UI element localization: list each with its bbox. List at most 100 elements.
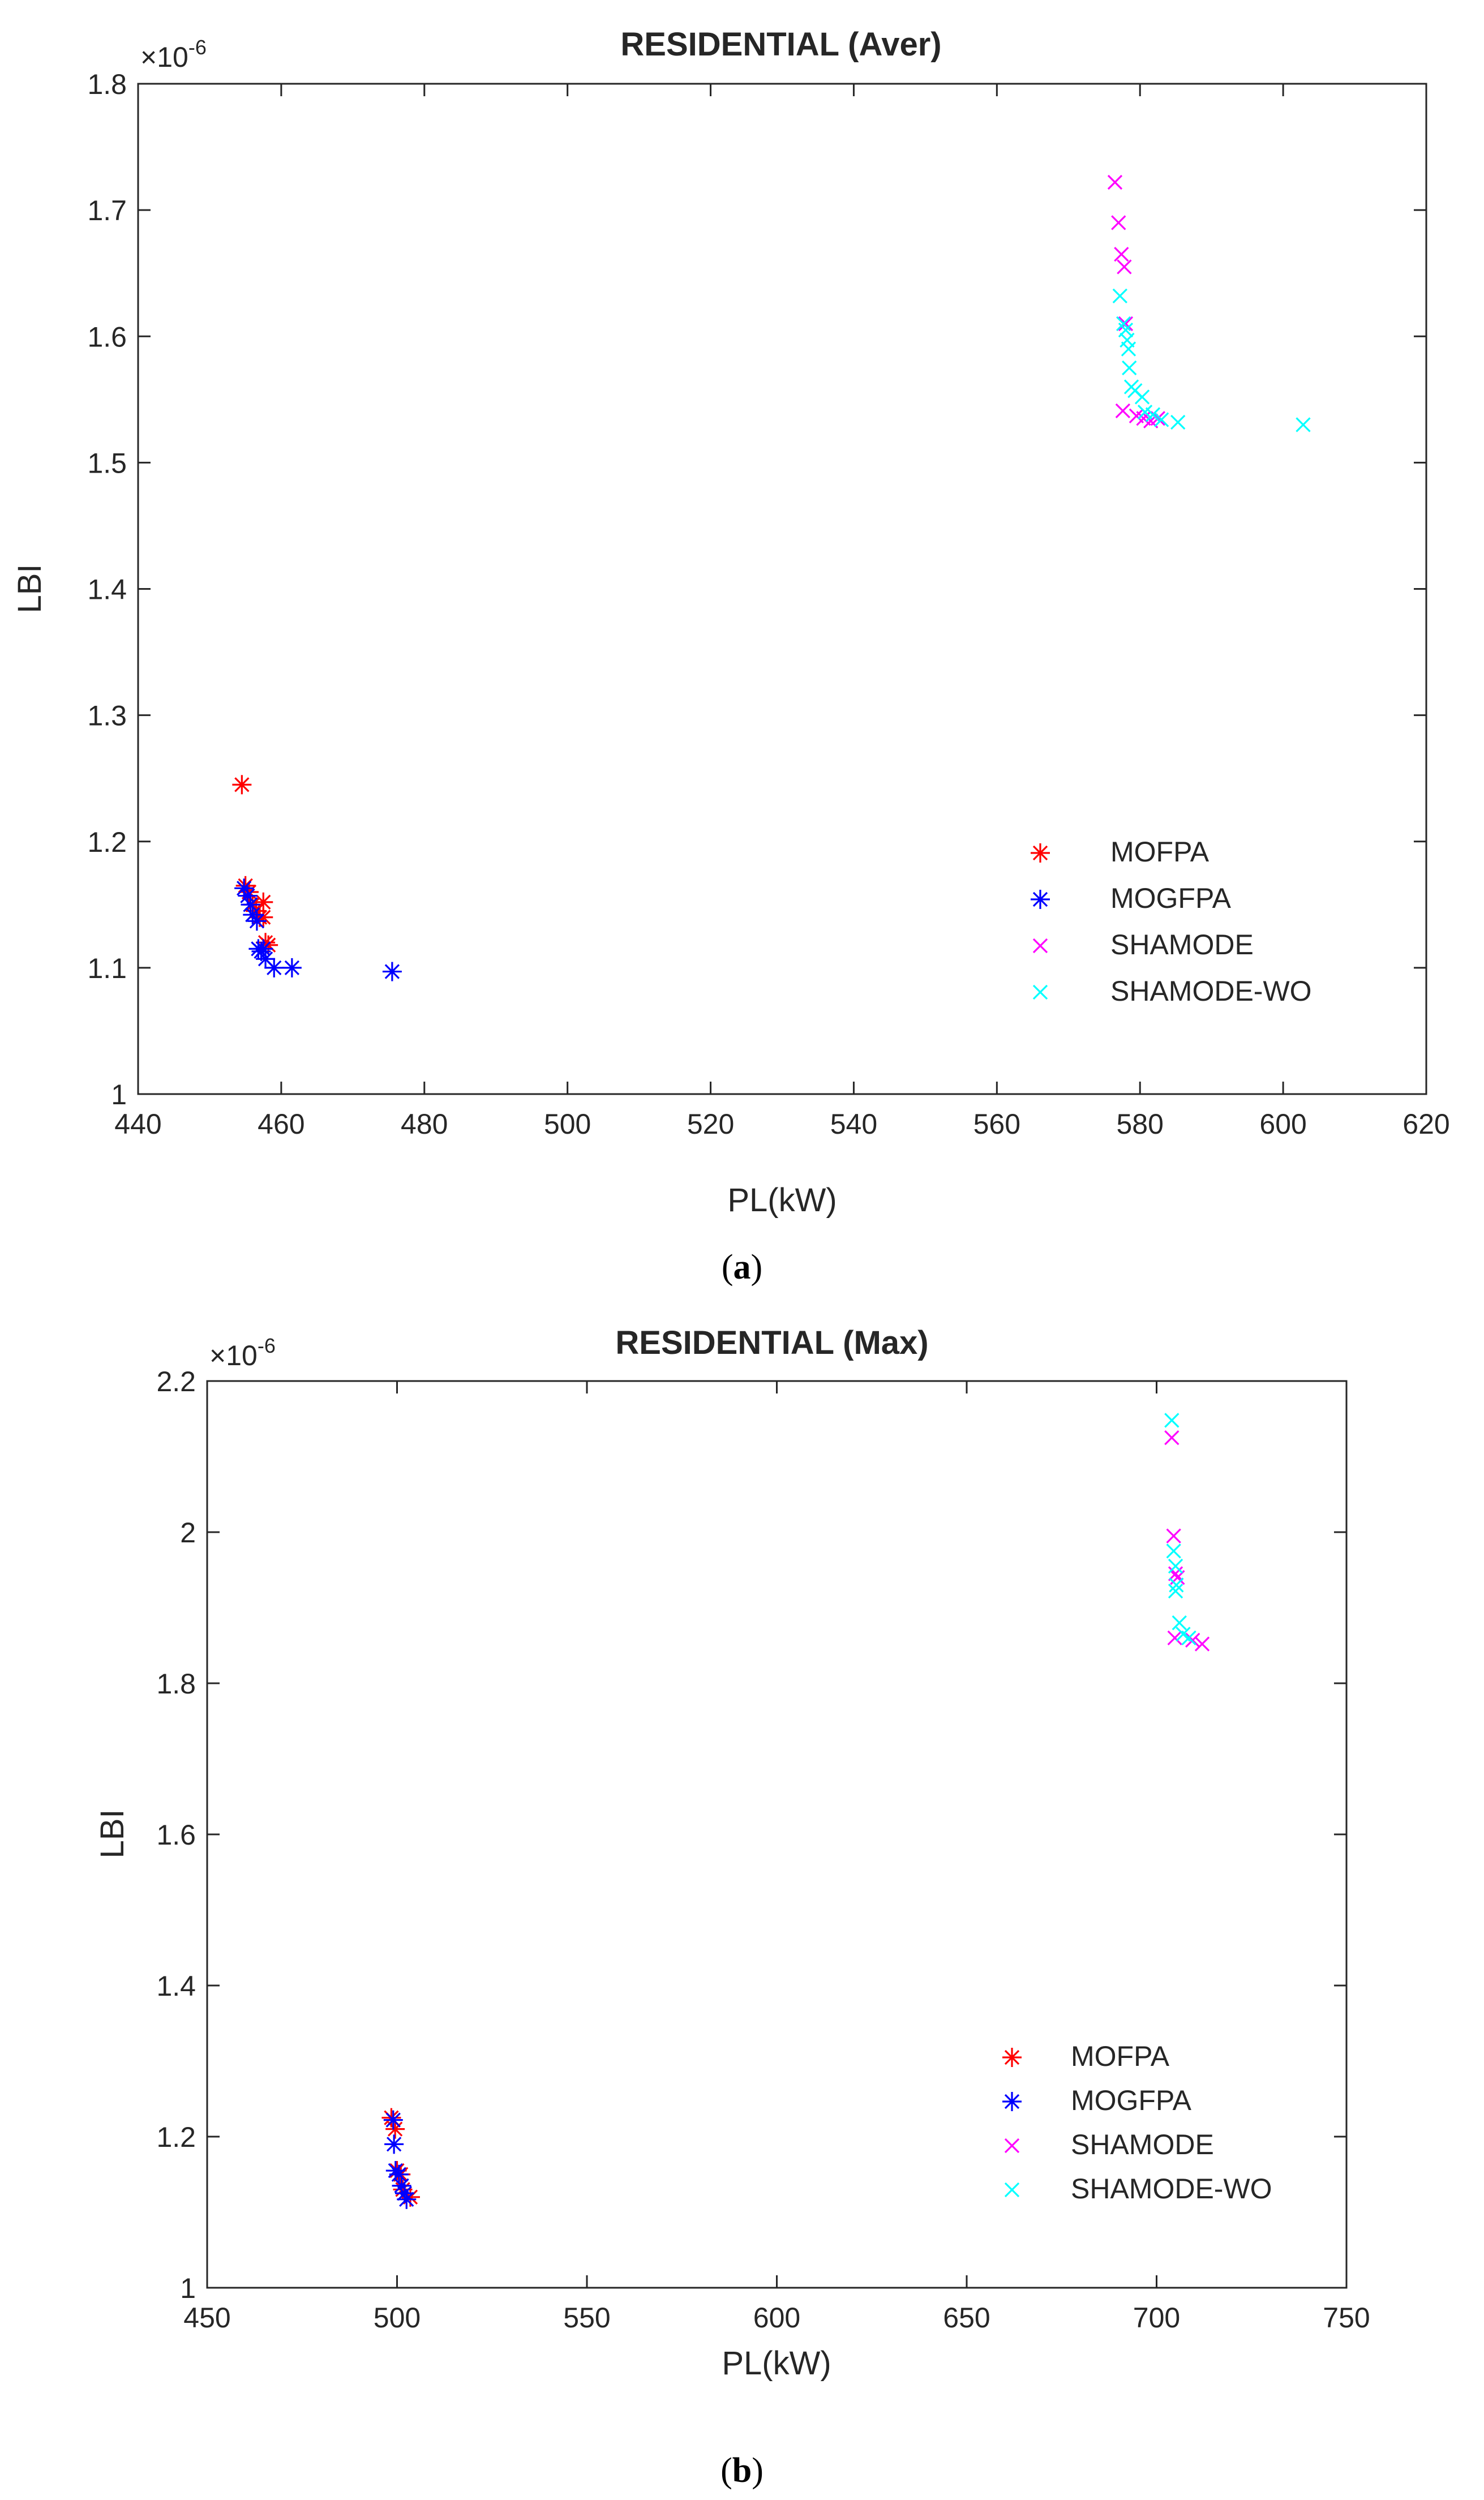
point-mogfpa bbox=[383, 2110, 403, 2130]
x-tick-label: 500 bbox=[374, 2302, 421, 2334]
x-axis-ticks: 450 500 550 600 650 700 750 bbox=[183, 1381, 1370, 2334]
panel-b: RESIDENTIAL (Max) ×10-6 1 1.2 1.4 1.6 1.8 2 2.… bbox=[94, 1324, 1370, 2490]
x-tick-label: 460 bbox=[258, 1108, 304, 1140]
point-mogfpa bbox=[384, 2134, 404, 2154]
point-shamode-wo bbox=[1145, 407, 1161, 422]
point-shamode bbox=[1114, 247, 1129, 262]
point-shamode-wo bbox=[1168, 1583, 1183, 1599]
y-tick-label: 1.8 bbox=[156, 1668, 196, 1700]
point-shamode bbox=[1107, 174, 1123, 190]
y-tick-label: 1.2 bbox=[87, 826, 127, 858]
legend-label-shamode: SHAMODE bbox=[1071, 2129, 1214, 2160]
y-axis-label: LBI bbox=[94, 1809, 131, 1858]
legend: MOFPA MOGFPA SHAMODE SHAMODE-WO bbox=[1002, 2040, 1272, 2205]
legend-label-mogfpa: MOGFPA bbox=[1110, 882, 1232, 914]
x-axis-ticks: 440 460 480 500 520 540 560 580 600 620 bbox=[114, 84, 1450, 1140]
point-shamode bbox=[1168, 1566, 1183, 1581]
point-shamode bbox=[1194, 1636, 1210, 1652]
x-tick-label: 620 bbox=[1402, 1108, 1449, 1140]
legend-label-mofpa: MOFPA bbox=[1110, 836, 1209, 868]
legend-marker-mogfpa bbox=[1031, 890, 1050, 909]
point-shamode-wo bbox=[1137, 404, 1153, 420]
legend: MOFPA MOGFPA SHAMODE SHAMODE-WO bbox=[1031, 836, 1312, 1007]
point-shamode bbox=[1185, 1632, 1200, 1648]
data-points bbox=[381, 1413, 1210, 2209]
x-tick-label: 550 bbox=[563, 2302, 610, 2334]
point-shamode-wo bbox=[1112, 288, 1127, 304]
legend-label-shamode: SHAMODE bbox=[1110, 929, 1254, 960]
point-mogfpa bbox=[234, 878, 254, 898]
point-mogfpa bbox=[282, 958, 302, 977]
point-shamode-wo bbox=[1181, 1630, 1196, 1646]
y-tick-label: 1.8 bbox=[87, 68, 127, 100]
x-tick-label: 600 bbox=[1259, 1108, 1306, 1140]
x-tick-label: 700 bbox=[1133, 2302, 1180, 2334]
legend-marker-mogfpa bbox=[1002, 2092, 1022, 2111]
chart-title: RESIDENTIAL (Max) bbox=[615, 1324, 928, 1361]
y-tick-label: 1 bbox=[180, 2272, 196, 2304]
point-shamode bbox=[1117, 259, 1132, 275]
x-tick-label: 480 bbox=[401, 1108, 448, 1140]
y-tick-label: 1.1 bbox=[87, 953, 127, 984]
point-mofpa bbox=[232, 775, 252, 795]
point-shamode bbox=[1111, 215, 1126, 230]
point-mogfpa bbox=[264, 958, 284, 977]
legend-marker-shamode bbox=[1032, 938, 1048, 954]
legend-marker-shamode-wo bbox=[1032, 984, 1048, 1000]
point-shamode-wo bbox=[1164, 1413, 1180, 1428]
legend-label-shamode-wo: SHAMODE-WO bbox=[1110, 975, 1312, 1007]
point-mogfpa bbox=[247, 911, 267, 931]
legend-label-mofpa: MOFPA bbox=[1071, 2040, 1170, 2072]
y-tick-label: 1 bbox=[111, 1079, 127, 1110]
x-tick-label: 750 bbox=[1323, 2302, 1370, 2334]
point-shamode bbox=[1167, 1630, 1182, 1646]
point-mofpa bbox=[385, 2119, 405, 2139]
y-tick-label: 1.7 bbox=[87, 195, 127, 226]
chart-title: RESIDENTIAL (Aver) bbox=[620, 26, 941, 63]
y-tick-label: 1.2 bbox=[156, 2121, 196, 2153]
y-exponent-label: ×10-6 bbox=[140, 36, 207, 73]
point-shamode bbox=[1115, 403, 1131, 419]
x-tick-label: 540 bbox=[830, 1108, 877, 1140]
legend-markers bbox=[1002, 2048, 1022, 2198]
point-shamode-wo bbox=[1166, 1543, 1181, 1559]
point-shamode bbox=[1166, 1528, 1181, 1543]
point-shamode-wo bbox=[1168, 1558, 1183, 1574]
point-mogfpa bbox=[382, 962, 402, 981]
point-mofpa bbox=[254, 892, 273, 912]
x-tick-label: 580 bbox=[1117, 1108, 1164, 1140]
y-tick-label: 1.6 bbox=[156, 1819, 196, 1851]
x-tick-label: 440 bbox=[114, 1108, 161, 1140]
x-tick-label: 650 bbox=[943, 2302, 990, 2334]
y-axis-ticks: 1 1.1 1.2 1.3 1.4 1.5 1.6 1.7 1.8 bbox=[87, 68, 1426, 1110]
legend-marker-mofpa bbox=[1031, 843, 1050, 863]
point-shamode bbox=[1164, 1430, 1180, 1446]
legend-label-mogfpa: MOGFPA bbox=[1071, 2085, 1192, 2116]
point-shamode-wo bbox=[1296, 417, 1311, 432]
y-tick-label: 1.4 bbox=[156, 1970, 196, 2002]
legend-label-shamode-wo: SHAMODE-WO bbox=[1071, 2173, 1272, 2205]
y-axis-ticks: 1 1.2 1.4 1.6 1.8 2 2.2 bbox=[156, 1366, 1346, 2304]
y-axis-label: LBI bbox=[11, 564, 48, 613]
x-tick-label: 560 bbox=[973, 1108, 1020, 1140]
point-mogfpa bbox=[389, 2164, 409, 2184]
plot-area bbox=[137, 83, 1427, 1095]
legend-marker-mofpa bbox=[1002, 2048, 1022, 2067]
y-tick-label: 1.4 bbox=[87, 574, 127, 606]
point-mogfpa bbox=[397, 2189, 417, 2209]
point-shamode-wo bbox=[1169, 1577, 1184, 1593]
data-points bbox=[232, 174, 1311, 981]
y-tick-label: 2.2 bbox=[156, 1366, 196, 1397]
point-shamode-wo bbox=[1154, 412, 1169, 427]
point-shamode-wo bbox=[1172, 1615, 1187, 1631]
point-shamode-wo bbox=[1122, 360, 1137, 376]
legend-marker-shamode bbox=[1004, 2138, 1020, 2154]
x-tick-label: 450 bbox=[183, 2302, 230, 2334]
legend-markers bbox=[1031, 843, 1050, 1000]
y-tick-label: 1.3 bbox=[87, 700, 127, 732]
y-exponent-label: ×10-6 bbox=[209, 1334, 276, 1371]
plot-area bbox=[206, 1380, 1348, 2289]
x-tick-label: 520 bbox=[687, 1108, 734, 1140]
x-axis-label: PL(kW) bbox=[727, 1182, 837, 1219]
